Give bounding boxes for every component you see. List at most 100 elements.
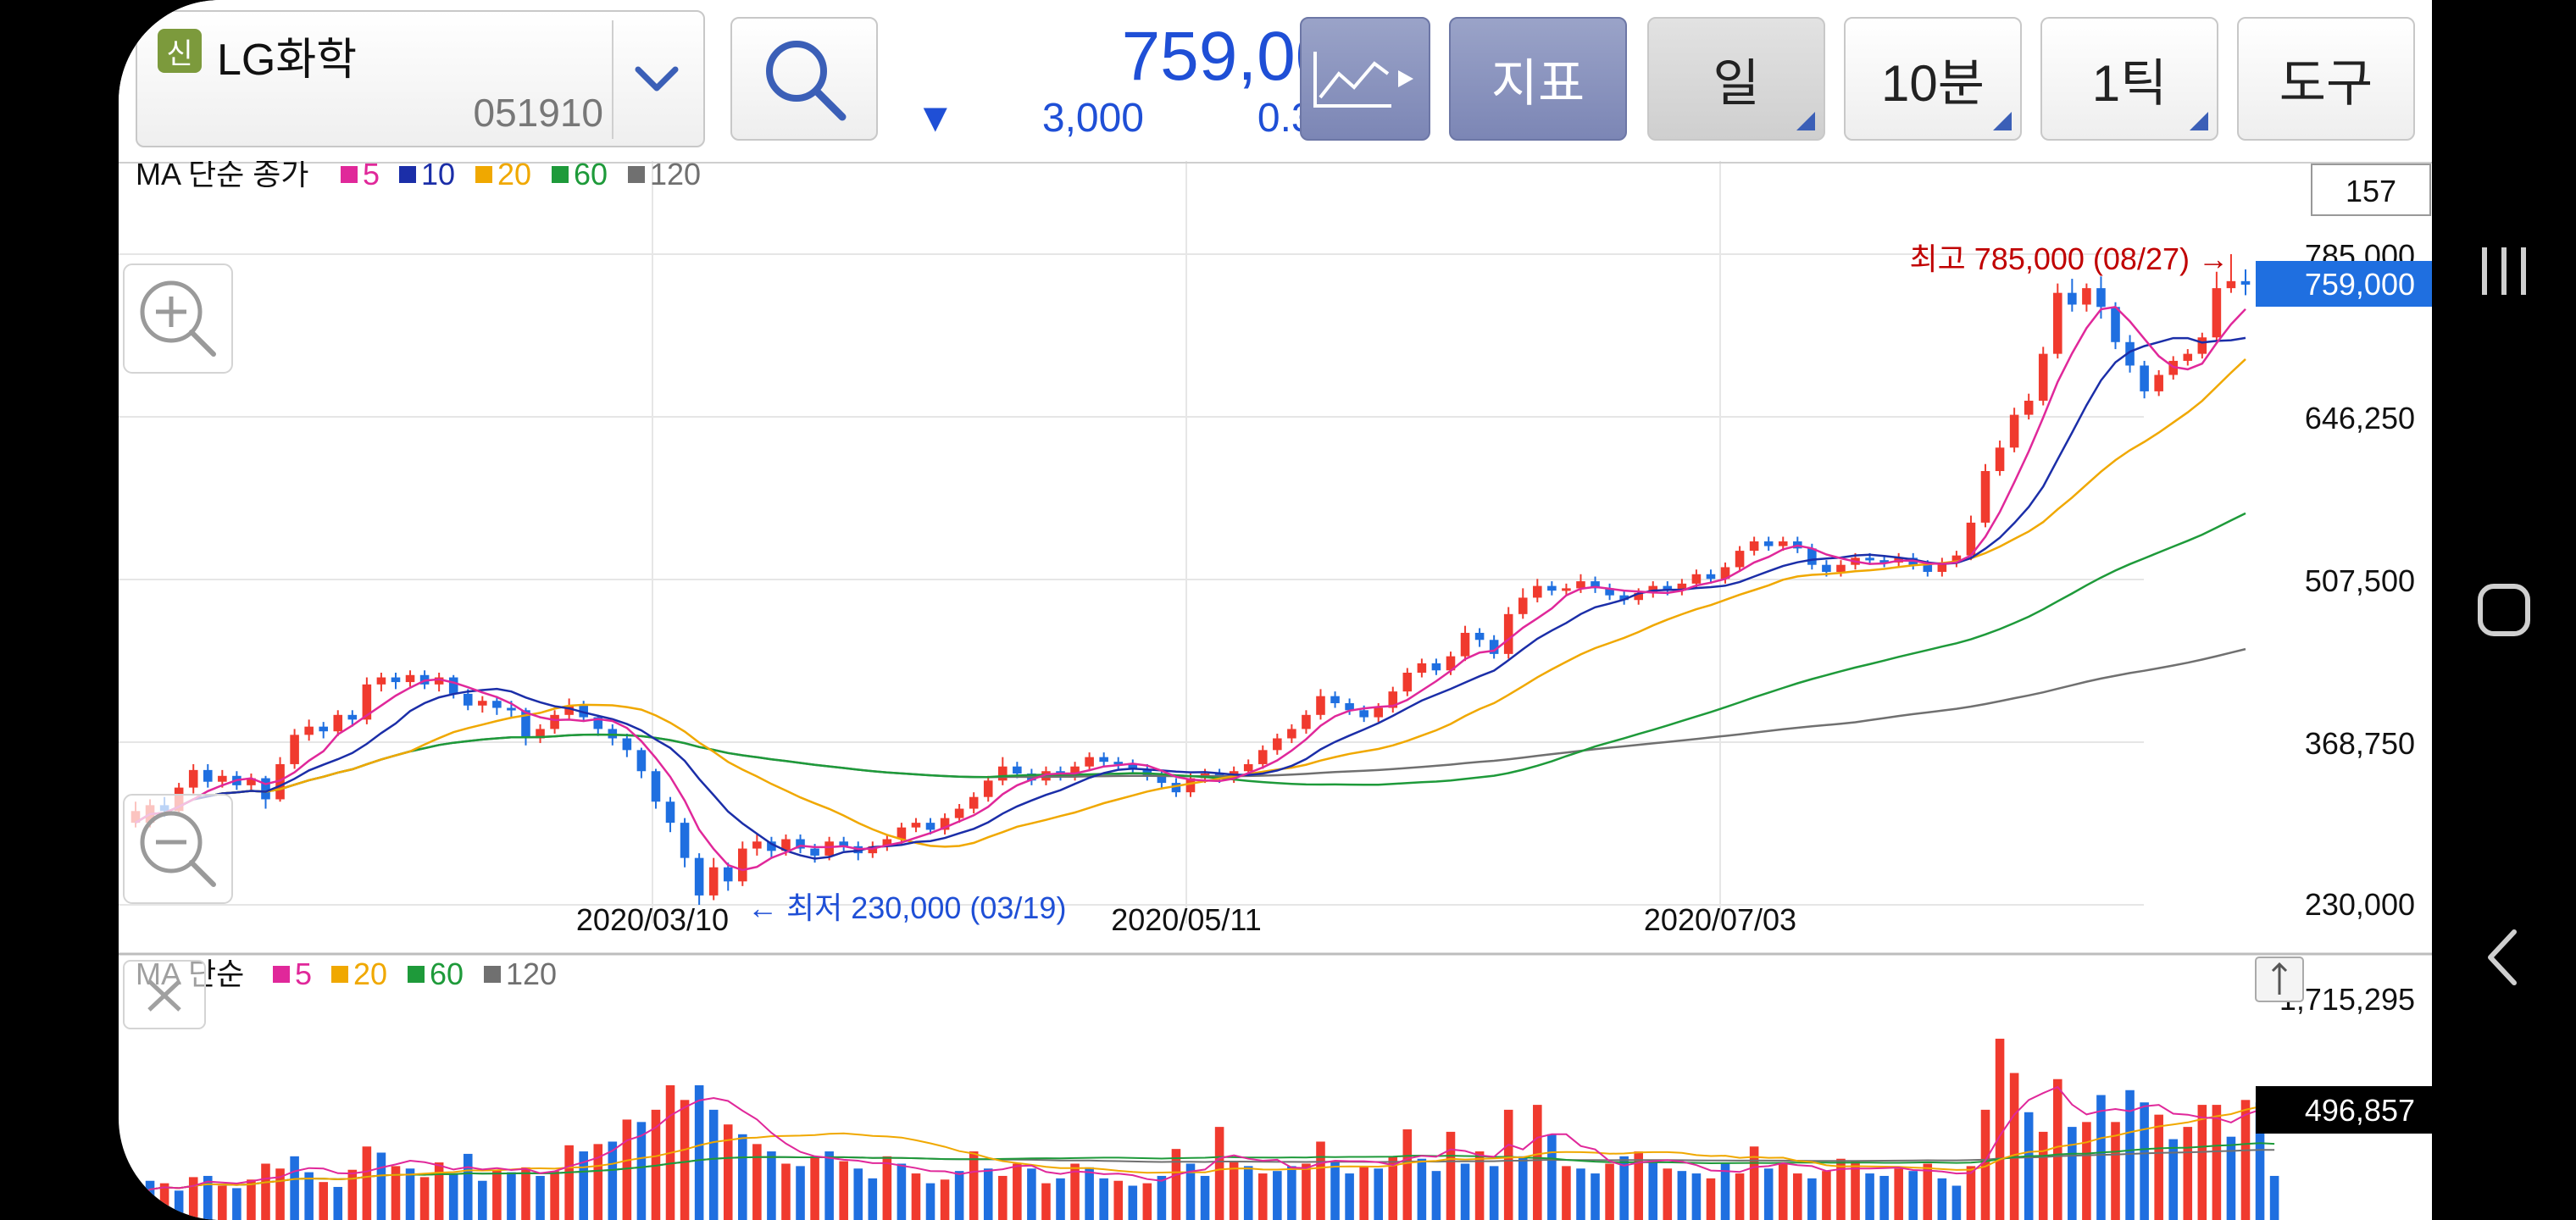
current-price: 759,000 (1121, 18, 1373, 95)
legend-label: 60 (574, 161, 608, 191)
volume-bar (507, 1172, 516, 1220)
search-button[interactable] (730, 17, 878, 141)
volume-bar (463, 1153, 473, 1220)
candle (969, 792, 979, 814)
candle (1302, 710, 1311, 734)
volume-bar (2212, 1105, 2222, 1220)
indicator-button[interactable]: 지표 (1449, 17, 1627, 141)
zoom-out-button[interactable] (123, 794, 233, 904)
count-box[interactable] (2311, 164, 2431, 216)
current-price-tag (2256, 261, 2432, 307)
volume-bar (1330, 1161, 1340, 1220)
candle (347, 710, 358, 727)
legend-swatch (331, 966, 348, 983)
candle (1489, 635, 1499, 659)
price-grid (119, 161, 2144, 923)
low-price-annotation: ← 최저 230,000 (03/19) (747, 890, 1066, 925)
volume-bar (1027, 1168, 1036, 1220)
close-icon (147, 979, 181, 1012)
volume-bar (1807, 1178, 1817, 1220)
legend-label: 20 (497, 161, 531, 191)
volume-bar (1980, 1109, 1990, 1220)
minute-button[interactable]: 10분 (1844, 17, 2022, 141)
volume-bar (434, 1162, 444, 1220)
vertical-arrows-icon (2271, 962, 2288, 995)
volume-bar (983, 1168, 993, 1220)
candle (1099, 752, 1108, 767)
stock-dropdown-button[interactable] (612, 20, 700, 139)
candle (1257, 745, 1268, 769)
volume-bar (839, 1161, 848, 1220)
volume-bar (1013, 1163, 1022, 1220)
legend-swatch (273, 966, 290, 983)
volume-bar (1879, 1175, 1889, 1220)
volume-bar (1142, 1183, 1152, 1220)
dropdown-corner-icon (1796, 112, 1815, 130)
legend-swatch (408, 966, 425, 983)
candle (1763, 536, 1774, 552)
volume-bar (1402, 1129, 1413, 1220)
tick-button[interactable]: 1틱 (2040, 17, 2218, 141)
minute-label: 10분 (1881, 54, 1985, 112)
candle (1966, 515, 1976, 561)
volume-bar (925, 1183, 935, 1220)
candle (463, 689, 473, 711)
candle (998, 757, 1008, 785)
candle (1995, 441, 2005, 476)
candle (2212, 271, 2222, 342)
volume-bar (1431, 1171, 1441, 1220)
volume-bar (550, 1171, 559, 1220)
candle (651, 768, 661, 809)
candle (304, 719, 314, 741)
volume-bar (1836, 1158, 1846, 1220)
volume-bar (1677, 1171, 1687, 1220)
volume-bar (1503, 1109, 1513, 1220)
close-volume-panel-button[interactable] (123, 960, 206, 1029)
volume-bar (940, 1179, 950, 1220)
x-tick-2020-03-10: 2020/03/10 (576, 902, 729, 937)
recent-apps-icon[interactable] (2470, 237, 2538, 305)
volume-bar (203, 1175, 213, 1220)
back-icon[interactable] (2470, 923, 2538, 991)
volume-bar (1417, 1158, 1427, 1220)
candle (1735, 546, 1745, 573)
chart-type-button[interactable] (1300, 17, 1430, 141)
volume-bar (1388, 1156, 1398, 1220)
candle (1648, 581, 1658, 598)
volume-bar (1056, 1178, 1065, 1220)
volume-bar (174, 1190, 184, 1220)
candle (925, 818, 935, 835)
volume-bar (1460, 1163, 1470, 1220)
expand-panel-button[interactable] (2255, 957, 2304, 1002)
candle (2226, 254, 2236, 293)
change-value: 3,000 (1041, 96, 1144, 141)
volume-bar (130, 1197, 141, 1220)
candle (333, 710, 343, 736)
candle (1287, 724, 1296, 744)
volume-bar (1041, 1183, 1051, 1220)
stock-selector[interactable]: 신 LG화학 051910 (136, 10, 705, 147)
candle (796, 834, 805, 854)
candle (1402, 668, 1413, 696)
volume-bar (1951, 1185, 1962, 1220)
tools-button[interactable]: 도구 (2237, 17, 2415, 141)
period-day-button[interactable]: 일 (1647, 17, 1825, 141)
volume-bar (1720, 1163, 1730, 1220)
volume-bar (2111, 1122, 2120, 1220)
volume-legend: 5 20 60 120 (273, 957, 557, 991)
volume-bar (1243, 1166, 1253, 1220)
volume-bar (1518, 1156, 1528, 1220)
zoom-in-button[interactable] (123, 263, 233, 374)
y-tick-230000: 230,000 (2305, 887, 2415, 922)
volume-bar (2197, 1105, 2207, 1220)
volume-bar (1533, 1105, 1542, 1220)
header-bar: 신 LG화학 051910 759,000 ▼ 3,000 0.39% 지표 일… (119, 0, 2432, 161)
candle (1720, 562, 1730, 584)
candle (1142, 763, 1152, 781)
volume-bar (2024, 1112, 2034, 1220)
home-icon[interactable] (2470, 576, 2538, 644)
volume-bar (1691, 1173, 1702, 1220)
volume-bar (247, 1179, 256, 1220)
